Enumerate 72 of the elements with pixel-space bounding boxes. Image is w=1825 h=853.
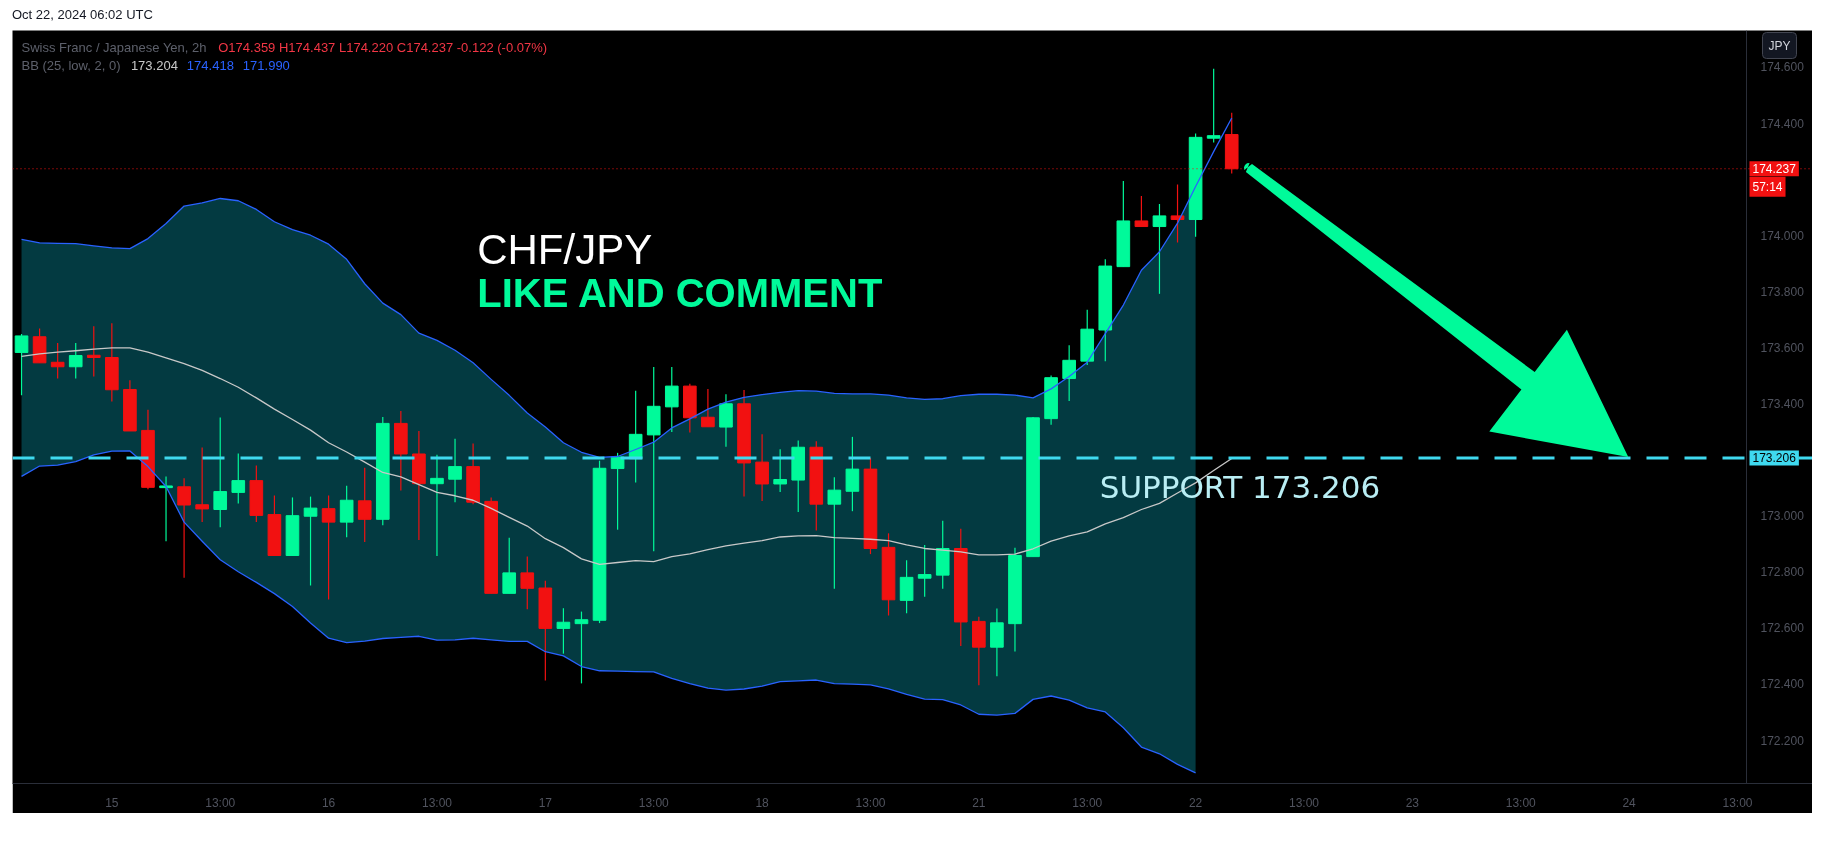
candlestick (303, 496, 318, 587)
x-tick-label: 13:00 (638, 795, 670, 810)
annotation: 174.418 (186, 58, 234, 73)
y-tick-label: 174.400 (1760, 116, 1805, 131)
candlestick (556, 607, 571, 655)
candlestick (664, 366, 679, 433)
y-tick-label: 174.600 (1760, 60, 1805, 75)
candlestick (50, 342, 65, 380)
candlestick (755, 433, 769, 502)
candlestick (610, 452, 625, 531)
x-tick-label: 17 (538, 795, 553, 810)
candlestick (502, 537, 517, 594)
annotation: O174.359 H174.437 L174.220 C174.237 -0.122 (-0.07%) (218, 40, 548, 55)
legend-title: BB (25, low, 2, 0) (21, 58, 121, 73)
candlestick (430, 454, 444, 557)
x-tick-label: 13:00 (1072, 795, 1103, 810)
y-axis-title: JPY (1768, 38, 1791, 53)
x-tick-label: 13:00 (1288, 795, 1320, 810)
candlestick (339, 485, 354, 538)
candlestick (1134, 195, 1149, 228)
candlestick (177, 477, 191, 579)
candlestick (1206, 68, 1221, 143)
y-tick-label: 173.600 (1760, 340, 1805, 355)
y-tick-label: 172.600 (1760, 621, 1805, 636)
ref-line-label: 174.237 (1752, 162, 1797, 177)
candlestick (917, 544, 932, 598)
candlestick (448, 438, 462, 503)
x-tick-label: 13:00 (1505, 795, 1537, 810)
x-tick-label: 13:00 (205, 795, 236, 810)
annotation: 171.990 (242, 58, 290, 73)
candlestick (1062, 344, 1076, 402)
candlestick (899, 559, 914, 614)
text: Oct 22, 2024 06:02 UTC (12, 6, 153, 24)
candlestick (357, 467, 372, 543)
candlestick (14, 333, 29, 396)
x-tick-label: 23 (1405, 795, 1420, 810)
y-tick-label: 172.800 (1760, 565, 1805, 580)
candlestick (845, 436, 860, 512)
candlestick (827, 476, 842, 590)
y-tick-label: 173.000 (1760, 509, 1805, 524)
candlestick (574, 610, 589, 684)
x-tick-label: 15 (105, 795, 119, 810)
x-tick-label: 21 (972, 795, 986, 810)
candlestick (719, 393, 733, 448)
annotation: Swiss Franc / Japanese Yen, 2h (21, 40, 207, 55)
candlestick (213, 416, 228, 528)
candlestick (520, 556, 535, 610)
candlestick (86, 325, 101, 378)
candlestick (773, 448, 787, 493)
x-tick-label: 13:00 (855, 795, 886, 810)
candlestick (701, 388, 715, 428)
y-tick-label: 172.200 (1760, 733, 1805, 748)
y-tick-label: 174.000 (1760, 228, 1805, 243)
candlestick (159, 475, 173, 542)
x-tick-label: 22 (1188, 795, 1203, 810)
y-tick-label: 173.800 (1760, 284, 1805, 299)
y-tick-label: 173.400 (1760, 396, 1805, 411)
ref-line-label: 173.206 (1752, 451, 1797, 466)
candlestick (1152, 203, 1167, 295)
candlestick (195, 446, 209, 523)
x-tick-label: 18 (755, 795, 770, 810)
x-tick-label: 13:00 (1722, 795, 1753, 810)
x-tick-label: 24 (1622, 795, 1637, 810)
candlestick (1170, 183, 1185, 244)
y-tick-label: 172.400 (1760, 677, 1805, 692)
candlestick (321, 494, 336, 601)
candlestick (68, 342, 83, 380)
x-tick-label: 13:00 (421, 795, 453, 810)
candlestick (231, 452, 246, 505)
text: 173.204 (130, 58, 178, 73)
x-tick-label: 16 (321, 795, 336, 810)
text: 57:14 (1752, 179, 1783, 194)
